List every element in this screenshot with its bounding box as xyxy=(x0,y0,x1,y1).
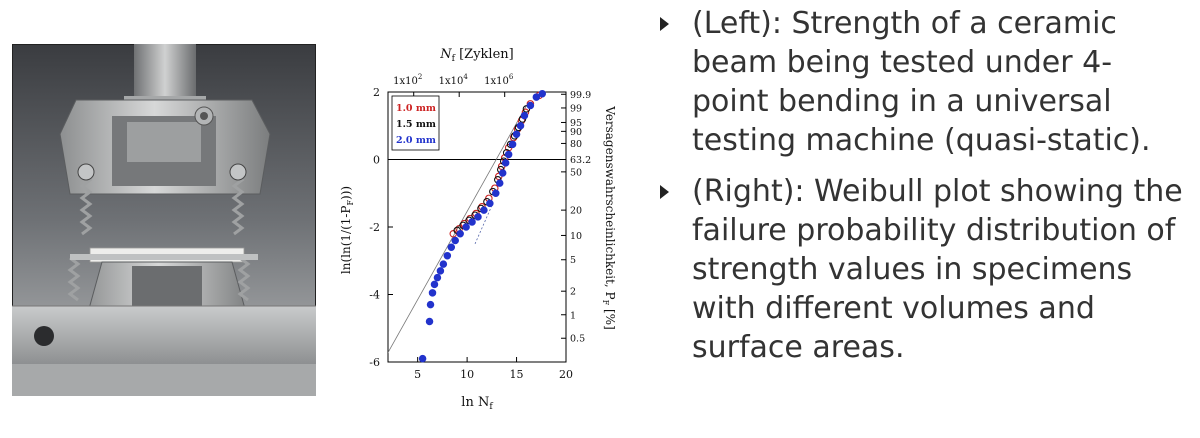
legend-item-3: 2.0 mm xyxy=(396,135,436,146)
data-point-series-3 xyxy=(462,223,470,231)
data-point-series-3 xyxy=(451,236,459,245)
right-tick-label: 90 xyxy=(570,127,582,138)
data-point-series-3 xyxy=(456,230,464,238)
x-axis-title: ln Nf xyxy=(461,395,493,412)
data-point-series-3 xyxy=(520,111,529,120)
x-tick-label: 5 xyxy=(414,368,421,381)
data-point-series-3 xyxy=(486,199,494,208)
data-point-series-3 xyxy=(433,273,442,282)
y-tick-label: -2 xyxy=(369,221,380,234)
data-point-series-3 xyxy=(443,251,452,260)
top-tick-label: 1x102 xyxy=(393,73,422,87)
right-tick-label: 0.5 xyxy=(570,334,585,345)
data-point-series-3 xyxy=(439,260,448,268)
x-tick-label: 15 xyxy=(510,368,524,381)
data-point-series-3 xyxy=(512,130,521,138)
right-tick-label: 20 xyxy=(570,206,582,217)
top-axis-title: Nf [Zyklen] xyxy=(439,47,513,64)
data-point-series-3 xyxy=(468,218,476,226)
y-axis-title: ln(ln(1/(1-PF))) xyxy=(339,186,355,274)
right-tick-label: 5 xyxy=(570,255,576,266)
right-tick-label: 2 xyxy=(570,287,576,298)
triangle-bullet-icon xyxy=(660,185,669,199)
y-tick-label: 0 xyxy=(373,154,380,167)
data-point-series-3 xyxy=(436,267,445,275)
legend-item-2: 1.5 mm xyxy=(396,119,436,130)
y-tick-label: 2 xyxy=(373,86,380,99)
data-point-series-3 xyxy=(501,159,510,167)
right-tick-label: 63.2 xyxy=(570,155,591,166)
data-point-series-3 xyxy=(516,122,525,130)
data-point-series-3 xyxy=(538,89,547,98)
data-point-series-3 xyxy=(447,243,456,252)
triangle-bullet-icon xyxy=(660,17,669,31)
right-tick-label: 99 xyxy=(570,103,582,114)
bullet-text-left: (Left): Strength of a ceramic beam being… xyxy=(692,6,1151,158)
top-tick-label: 1x106 xyxy=(484,73,514,87)
data-point-series-3 xyxy=(428,289,437,297)
data-point-series-3 xyxy=(474,213,482,221)
data-point-series-3 xyxy=(498,169,507,177)
bullet-list: (Left): Strength of a ceramic beam being… xyxy=(646,4,1186,379)
bullet-item-right: (Right): Weibull plot showing the failur… xyxy=(646,172,1186,367)
data-point-series-3 xyxy=(426,300,435,309)
data-point-series-3 xyxy=(508,140,517,149)
data-point-series-3 xyxy=(425,317,434,326)
data-point-series-3 xyxy=(495,179,504,187)
data-series xyxy=(418,89,547,363)
bending-test-photo xyxy=(12,44,316,396)
legend-item-1: 1.0 mm xyxy=(396,103,436,114)
y-tick-label: -4 xyxy=(369,289,380,302)
data-point-series-3 xyxy=(418,354,427,363)
bullet-item-left: (Left): Strength of a ceramic beam being… xyxy=(646,4,1186,160)
data-point-series-3 xyxy=(480,206,488,214)
right-axis-title: Versagenswahrscheinlichkeit, PF [%] xyxy=(601,105,617,330)
top-tick-label: 1x104 xyxy=(439,73,469,87)
legend: 1.0 mm 1.5 mm 2.0 mm xyxy=(391,95,440,151)
right-tick-label: 1 xyxy=(570,310,576,321)
right-tick-label: 80 xyxy=(570,139,582,150)
bullet-text-right: (Right): Weibull plot showing the failur… xyxy=(692,174,1183,365)
x-tick-label: 10 xyxy=(460,368,474,381)
data-point-series-3 xyxy=(492,189,500,198)
reference-lines xyxy=(388,105,566,354)
right-tick-label: 50 xyxy=(570,167,582,178)
data-point-series-3 xyxy=(430,280,439,289)
data-point-series-3 xyxy=(532,93,541,101)
dashed-fit-line xyxy=(474,203,494,245)
data-point-series-3 xyxy=(504,150,513,159)
right-tick-label: 99.9 xyxy=(570,90,591,101)
x-tick-label: 20 xyxy=(559,368,573,381)
data-point-series-3 xyxy=(526,101,535,110)
weibull-fit-line xyxy=(388,105,527,354)
right-tick-label: 95 xyxy=(570,118,582,129)
right-tick-label: 10 xyxy=(570,231,582,242)
y-tick-label: -6 xyxy=(369,356,380,369)
